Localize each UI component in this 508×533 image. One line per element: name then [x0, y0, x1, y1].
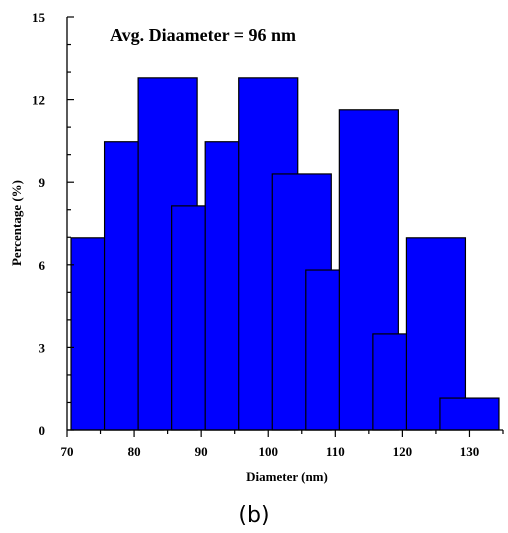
y-tick-label-0: 0 — [39, 423, 46, 438]
axes-group: 0 3 6 9 12 15 70 80 90 100 110 120 130 — [32, 10, 504, 459]
y-tick-label-12: 12 — [32, 93, 45, 108]
x-tick-label-100: 100 — [258, 444, 278, 459]
x-tick-label-120: 120 — [393, 444, 413, 459]
y-tick-label-9: 9 — [39, 175, 46, 190]
x-axis-label: Diameter (nm) — [246, 469, 328, 484]
x-tick-label-80: 80 — [128, 444, 141, 459]
average-diameter-annotation: Avg. Diaameter = 96 nm — [110, 25, 296, 45]
bar-130 — [439, 397, 500, 431]
figure-caption: (b) — [238, 503, 270, 528]
bars-group — [70, 77, 500, 431]
histogram-chart: 0 3 6 9 12 15 70 80 90 100 110 120 130 Avg. Diaamete… — [9, 10, 504, 484]
y-tick-label-6: 6 — [39, 258, 46, 273]
y-tick-label-15: 15 — [32, 10, 46, 25]
x-tick-label-70: 70 — [61, 444, 74, 459]
x-tick-label-130: 130 — [460, 444, 480, 459]
x-tick-label-110: 110 — [326, 444, 345, 459]
x-tick-label-90: 90 — [195, 444, 208, 459]
y-tick-label-3: 3 — [39, 340, 46, 355]
y-axis-label: Percentage (%) — [9, 180, 24, 266]
